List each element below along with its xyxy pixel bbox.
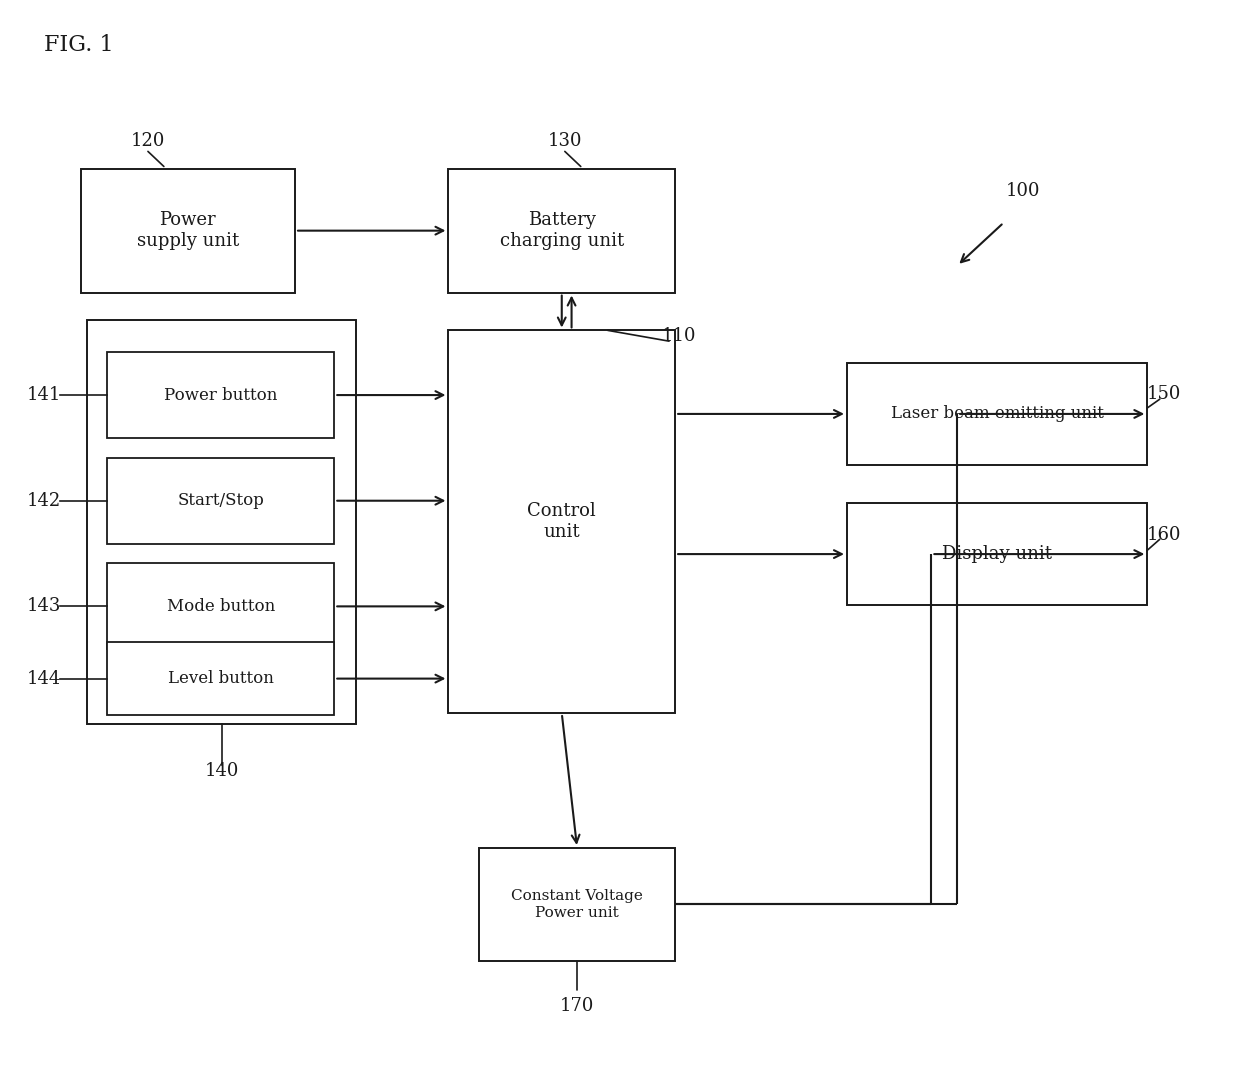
Text: Level button: Level button: [167, 670, 274, 687]
Text: Laser beam emitting unit: Laser beam emitting unit: [890, 405, 1104, 423]
Bar: [847, 503, 1147, 605]
Text: 160: 160: [1147, 525, 1182, 544]
Bar: [449, 331, 675, 713]
Text: 110: 110: [662, 327, 696, 345]
Bar: [108, 352, 335, 438]
Text: Battery
charging unit: Battery charging unit: [500, 211, 624, 250]
Bar: [108, 458, 335, 544]
Text: Power
supply unit: Power supply unit: [136, 211, 239, 250]
Bar: [108, 563, 335, 650]
Text: Display unit: Display unit: [942, 545, 1052, 563]
Text: 144: 144: [26, 669, 61, 688]
Text: 120: 120: [130, 132, 165, 150]
Text: Mode button: Mode button: [166, 598, 275, 615]
Bar: [81, 168, 295, 293]
Text: 140: 140: [205, 761, 239, 780]
Text: Control
unit: Control unit: [527, 502, 596, 542]
Bar: [87, 320, 356, 724]
Bar: [479, 847, 675, 961]
Text: 170: 170: [560, 997, 594, 1016]
Text: FIG. 1: FIG. 1: [43, 34, 113, 56]
Bar: [847, 363, 1147, 465]
Text: Start/Stop: Start/Stop: [177, 492, 264, 509]
Text: 130: 130: [548, 132, 582, 150]
Text: 141: 141: [26, 387, 61, 404]
Text: Constant Voltage
Power unit: Constant Voltage Power unit: [511, 889, 644, 919]
Text: Power button: Power button: [164, 387, 278, 404]
Text: 142: 142: [26, 491, 61, 510]
Text: 150: 150: [1147, 385, 1182, 403]
Bar: [108, 642, 335, 715]
Text: 100: 100: [1006, 181, 1040, 200]
Text: 143: 143: [26, 597, 61, 616]
Bar: [449, 168, 675, 293]
